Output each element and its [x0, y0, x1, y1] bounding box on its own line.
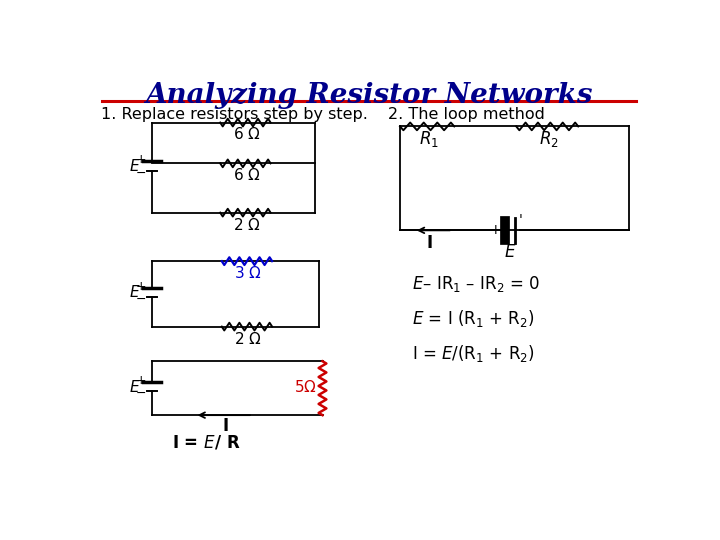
Text: $\it{E}$ = I (R$_1$ + R$_2$): $\it{E}$ = I (R$_1$ + R$_2$) — [412, 308, 534, 329]
Text: 6 $\Omega$: 6 $\Omega$ — [233, 126, 261, 142]
Text: 5$\Omega$: 5$\Omega$ — [294, 379, 317, 395]
Text: Analyzing Resistor Networks: Analyzing Resistor Networks — [145, 82, 593, 109]
Text: +: + — [490, 224, 501, 238]
Text: $E$: $E$ — [129, 285, 140, 300]
Text: 2 $\Omega$: 2 $\Omega$ — [233, 217, 261, 233]
Text: +: + — [136, 280, 146, 293]
Text: −: − — [136, 166, 146, 179]
Text: I: I — [222, 417, 229, 435]
Text: +: + — [136, 374, 146, 387]
Text: +: + — [136, 153, 146, 166]
Text: I: I — [426, 234, 433, 252]
Text: $E$: $E$ — [129, 379, 140, 395]
Text: −: − — [136, 387, 146, 400]
Text: I = $\it{E}$/ R: I = $\it{E}$/ R — [172, 433, 240, 451]
Text: 6 $\Omega$: 6 $\Omega$ — [233, 167, 261, 183]
Text: $R_2$: $R_2$ — [539, 130, 559, 150]
Text: ': ' — [519, 213, 523, 227]
Text: $R_1$: $R_1$ — [419, 130, 438, 150]
Text: −: − — [136, 293, 146, 306]
Text: 3 $\Omega$: 3 $\Omega$ — [234, 265, 262, 281]
Text: $E$: $E$ — [504, 243, 516, 261]
Text: $E$: $E$ — [129, 158, 140, 174]
Text: 1. Replace resistors step by step.: 1. Replace resistors step by step. — [101, 107, 368, 122]
Text: I = $\it{E}$/(R$_1$ + R$_2$): I = $\it{E}$/(R$_1$ + R$_2$) — [412, 343, 534, 364]
Text: 2. The loop method: 2. The loop method — [388, 107, 545, 122]
Text: $\it{E}$– IR$_1$ – IR$_2$ = 0: $\it{E}$– IR$_1$ – IR$_2$ = 0 — [412, 274, 539, 294]
Text: 2 $\Omega$: 2 $\Omega$ — [234, 331, 262, 347]
